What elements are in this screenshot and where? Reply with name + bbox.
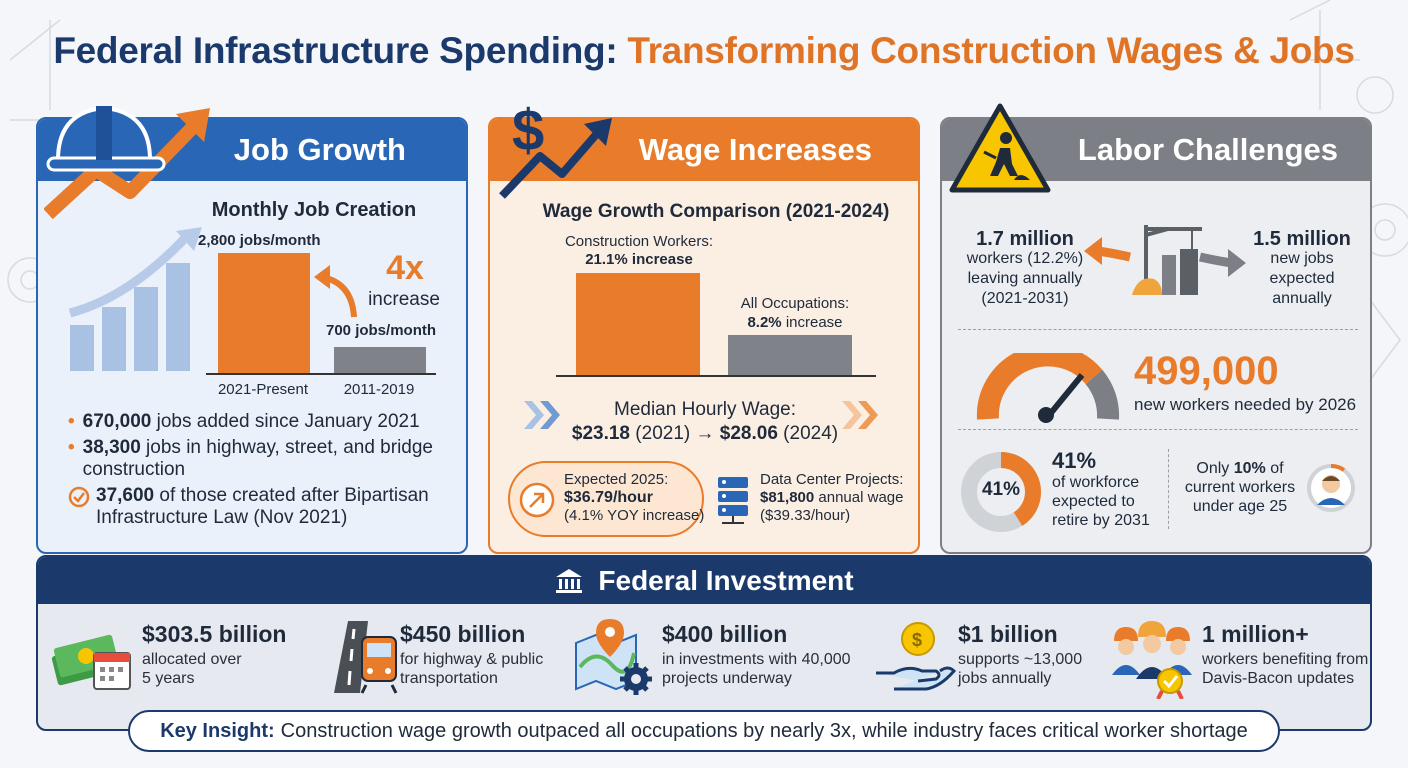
chevrons-left-icon: [524, 401, 560, 429]
workers-badge-icon: [1112, 621, 1192, 699]
all-occupations-bar-label: All Occupations: 8.2% increase: [740, 295, 850, 331]
hand-coin-icon: $: [876, 622, 956, 691]
up-arrow-circle-icon: [519, 482, 555, 518]
workers-leaving-stat: 1.7 million workers (12.2%) leaving annu…: [966, 228, 1084, 307]
hard-hat-arrow-icon: [44, 105, 210, 220]
map-gear-icon: [575, 619, 652, 695]
chevrons-right-icon: [842, 401, 878, 429]
divider: [1168, 449, 1169, 529]
wage-increases-heading: Wage Increases: [490, 119, 918, 181]
bar-2021-present: [218, 253, 310, 373]
curved-arrow-icon: [314, 265, 357, 318]
gauge-icon: [976, 353, 1120, 423]
bar-2021-category: 2021-Present: [217, 381, 309, 398]
key-insight-banner: Key Insight: Construction wage growth ou…: [128, 710, 1280, 752]
check-circle-icon: [68, 486, 90, 508]
federal-investment-header: Federal Investment: [38, 557, 1370, 604]
data-center-text: Data Center Projects: $81,800 annual wag…: [760, 471, 904, 524]
construction-wage-bar: [576, 273, 700, 375]
bullet-icon: •: [68, 437, 75, 458]
growth-bars-icon: [68, 227, 202, 371]
crane-building-icon: [1132, 225, 1202, 295]
warning-sign-icon: [949, 103, 1051, 193]
money-calendar-icon: [51, 634, 131, 690]
young-worker-avatar-icon: [1307, 464, 1355, 512]
workers-needed-label: new workers needed by 2026: [1134, 395, 1357, 414]
bar-2011-value: 700 jobs/month: [326, 322, 437, 339]
dollar-arrow-icon: $: [499, 98, 612, 199]
title-part-1: Federal Infrastructure Spending:: [53, 30, 618, 71]
list-item: 37,600 of those created after Bipartisan…: [68, 485, 458, 529]
svg-text:$: $: [912, 630, 922, 650]
bar-2021-value: 2,800 jobs/month: [198, 232, 321, 249]
title-part-2: Transforming Construction Wages & Jobs: [627, 30, 1355, 71]
median-wage-values: $23.18 (2021) → $28.06 (2024): [571, 423, 839, 444]
road-train-icon: [334, 621, 398, 694]
list-item: • 38,300 jobs in highway, street, and br…: [68, 437, 433, 480]
bullet-icon: •: [68, 411, 75, 432]
multiplier-label: increase: [368, 289, 440, 310]
investment-item: $400 billion in investments with 40,000 …: [662, 621, 851, 687]
investment-item: $1 billion supports ~13,000 jobs annuall…: [958, 621, 1083, 687]
monthly-job-chart-title: Monthly Job Creation: [211, 199, 417, 221]
federal-investment-heading: Federal Investment: [598, 564, 854, 596]
young-workers-stat: Only 10% of current workers under age 25: [1184, 460, 1296, 515]
capitol-building-icon: [556, 568, 583, 593]
construction-bar-label: Construction Workers: 21.1% increase: [564, 233, 714, 268]
workers-needed-value: 499,000: [1134, 349, 1279, 393]
key-insight-label: Key Insight:: [160, 719, 275, 742]
job-facts-list: • 670,000 jobs added since January 2021 …: [68, 411, 458, 529]
server-icon: [718, 477, 748, 524]
expected-2025-text: Expected 2025: $36.79/hour (4.1% YOY inc…: [564, 471, 705, 524]
chart-baseline: [206, 373, 436, 375]
multiplier-value: 4x: [386, 249, 424, 287]
federal-investment-section: Federal Investment $303.5 billion alloca…: [36, 555, 1372, 731]
arrow-left-icon: [1084, 237, 1131, 265]
page-title: Federal Infrastructure Spending: Transfo…: [0, 30, 1408, 72]
list-item: • 670,000 jobs added since January 2021: [68, 411, 420, 432]
job-growth-panel: Job Growth Monthly Job Creation 2,800 jo…: [36, 117, 468, 554]
retirement-donut-label: 41%: [981, 479, 1021, 500]
divider: [958, 329, 1358, 330]
median-wage-label: Median Hourly Wage:: [614, 399, 796, 420]
wage-increases-panel: Wage Increases Wage Growth Comparison (2…: [488, 117, 920, 554]
bar-2011-category: 2011-2019: [343, 381, 415, 398]
new-jobs-stat: 1.5 million new jobs expected annually: [1253, 228, 1351, 307]
key-insight-text: Construction wage growth outpaced all oc…: [280, 719, 1248, 742]
divider: [958, 429, 1358, 430]
retirement-donut-chart: [961, 452, 1041, 532]
bar-2011-2019: [334, 347, 426, 373]
wage-chart-title: Wage Growth Comparison (2021-2024): [542, 201, 890, 222]
all-occupations-wage-bar: [728, 335, 852, 375]
investment-item: 1 million+ workers benefiting from Davis…: [1202, 621, 1369, 687]
arrow-right-icon: [1199, 249, 1246, 277]
retirement-stat: 41% of workforce expected to retire by 2…: [1052, 448, 1150, 530]
wage-chart-baseline: [556, 375, 876, 377]
investment-item: $303.5 billion allocated over 5 years: [142, 621, 287, 687]
investment-item: $450 billion for highway & public transp…: [400, 621, 544, 687]
